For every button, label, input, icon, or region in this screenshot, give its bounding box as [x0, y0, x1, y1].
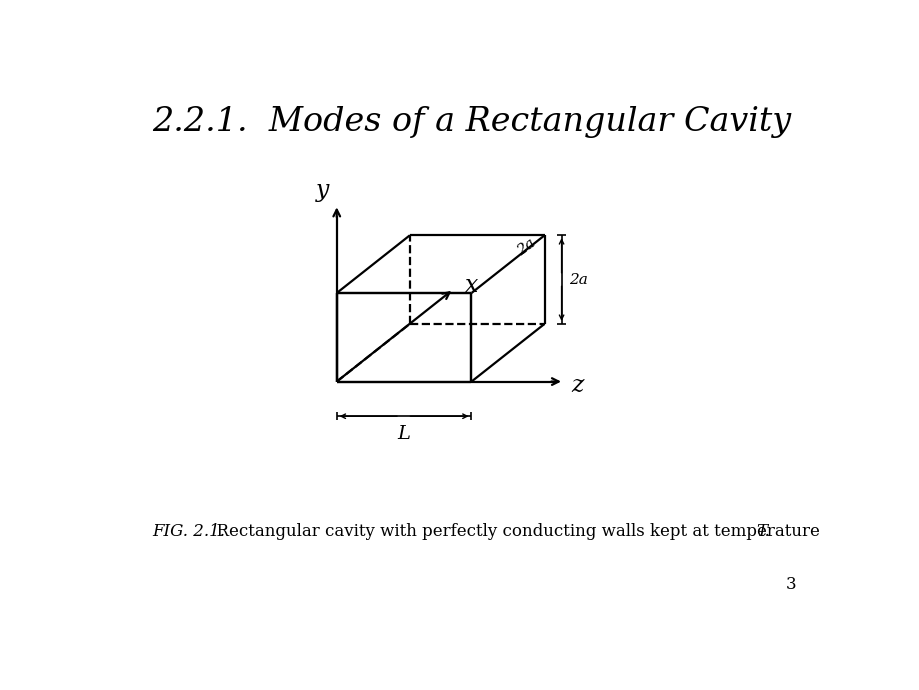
Text: z: z — [571, 374, 584, 397]
Text: y: y — [316, 179, 329, 202]
Text: 2a: 2a — [514, 235, 537, 258]
Text: 2a: 2a — [569, 273, 587, 286]
Text: Rectangular cavity with perfectly conducting walls kept at temperature: Rectangular cavity with perfectly conduc… — [206, 523, 824, 540]
Text: 3: 3 — [785, 575, 796, 593]
Text: L: L — [397, 426, 410, 444]
Text: 2.2.1.  Modes of a Rectangular Cavity: 2.2.1. Modes of a Rectangular Cavity — [152, 106, 790, 138]
Text: T.: T. — [755, 523, 769, 540]
Text: FIG. 2.1.: FIG. 2.1. — [152, 523, 225, 540]
Text: x: x — [465, 274, 478, 297]
